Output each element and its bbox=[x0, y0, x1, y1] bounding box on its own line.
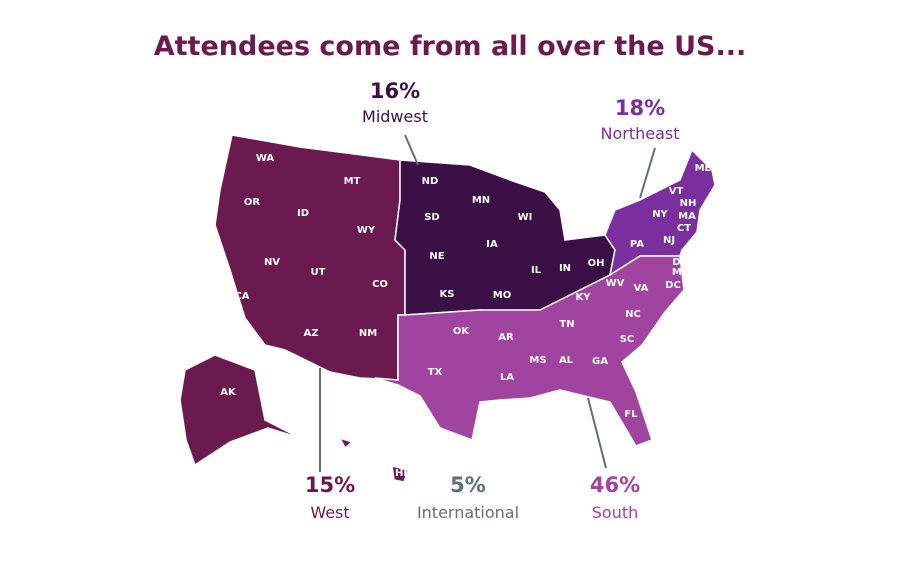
state-label: NJ bbox=[663, 235, 675, 246]
state-label: OK bbox=[453, 326, 471, 337]
state-label: NV bbox=[264, 257, 280, 268]
state-label: ME bbox=[695, 163, 712, 174]
callout-line bbox=[639, 147, 656, 199]
state-label: WV bbox=[606, 278, 625, 289]
state-label: MT bbox=[344, 176, 361, 187]
region-shape bbox=[338, 436, 354, 450]
state-label: NC bbox=[625, 309, 641, 320]
us-map: WA OR CA NV ID MT WY UT CO AZ NM AK HI ND SD NE KS MN IA MO… bbox=[179, 134, 716, 483]
state-label: AK bbox=[220, 387, 237, 398]
region-share: 15% bbox=[305, 473, 355, 497]
state-label: GA bbox=[592, 356, 608, 367]
state-label: KY bbox=[576, 292, 592, 303]
region-name: West bbox=[310, 503, 349, 522]
state-label: NY bbox=[652, 209, 668, 220]
region-name: Northeast bbox=[600, 124, 679, 143]
state-label: SD bbox=[424, 212, 440, 223]
state-label: CT bbox=[677, 223, 691, 234]
state-label: VT bbox=[669, 186, 684, 197]
state-label: AR bbox=[498, 332, 514, 343]
state-label: WA bbox=[256, 153, 275, 164]
region-shape bbox=[214, 134, 406, 381]
region-name: Midwest bbox=[362, 107, 428, 126]
state-label: DE bbox=[672, 257, 687, 268]
region-share: 18% bbox=[615, 96, 665, 120]
state-label: OH bbox=[588, 258, 605, 269]
title: Attendees come from all over the US... bbox=[154, 31, 747, 62]
callout-line bbox=[404, 134, 419, 166]
state-label: MN bbox=[472, 195, 490, 206]
state-label: LA bbox=[500, 372, 514, 383]
state-label: MI bbox=[563, 225, 577, 236]
state-label: KS bbox=[440, 289, 455, 300]
callout-line bbox=[587, 397, 607, 469]
state-label: WI bbox=[518, 212, 533, 223]
state-label: MD bbox=[672, 267, 690, 278]
region-share: 5% bbox=[450, 473, 486, 497]
region-labels: 15% West 16% Midwest 18% Northeast 46% South 5% I… bbox=[305, 79, 680, 522]
region-shape bbox=[374, 255, 685, 447]
state-label: AZ bbox=[304, 328, 319, 339]
state-label: FL bbox=[624, 409, 638, 420]
region-name: South bbox=[592, 503, 639, 522]
region-shape bbox=[179, 354, 301, 467]
region-name: International bbox=[417, 503, 519, 522]
state-label: OR bbox=[244, 197, 261, 208]
state-label: NM bbox=[359, 328, 377, 339]
region-share: 46% bbox=[590, 473, 640, 497]
state-label: CA bbox=[234, 291, 249, 302]
state-label: AL bbox=[559, 355, 574, 366]
state-label: ID bbox=[297, 208, 309, 219]
region-share: 16% bbox=[370, 79, 420, 103]
state-label: SC bbox=[620, 334, 635, 345]
state-label: VA bbox=[634, 283, 649, 294]
state-label: CO bbox=[372, 279, 388, 290]
state-label: MO bbox=[493, 290, 511, 301]
state-label: HI bbox=[395, 468, 407, 479]
state-label: IN bbox=[559, 263, 571, 274]
state-label: UT bbox=[311, 267, 326, 278]
state-label: NE bbox=[429, 251, 444, 262]
state-label: WY bbox=[357, 225, 376, 236]
state-label: MS bbox=[529, 355, 546, 366]
state-label: DC bbox=[665, 280, 681, 291]
state-label: TN bbox=[559, 319, 574, 330]
state-label: MA bbox=[678, 211, 696, 222]
state-label: PA bbox=[630, 239, 644, 250]
state-label: NH bbox=[680, 198, 697, 209]
state-label: IL bbox=[531, 265, 542, 276]
state-label: TX bbox=[428, 367, 443, 378]
region-shape bbox=[391, 465, 409, 483]
state-label: ND bbox=[422, 176, 439, 187]
callouts bbox=[319, 134, 656, 472]
state-label: IA bbox=[486, 239, 498, 250]
